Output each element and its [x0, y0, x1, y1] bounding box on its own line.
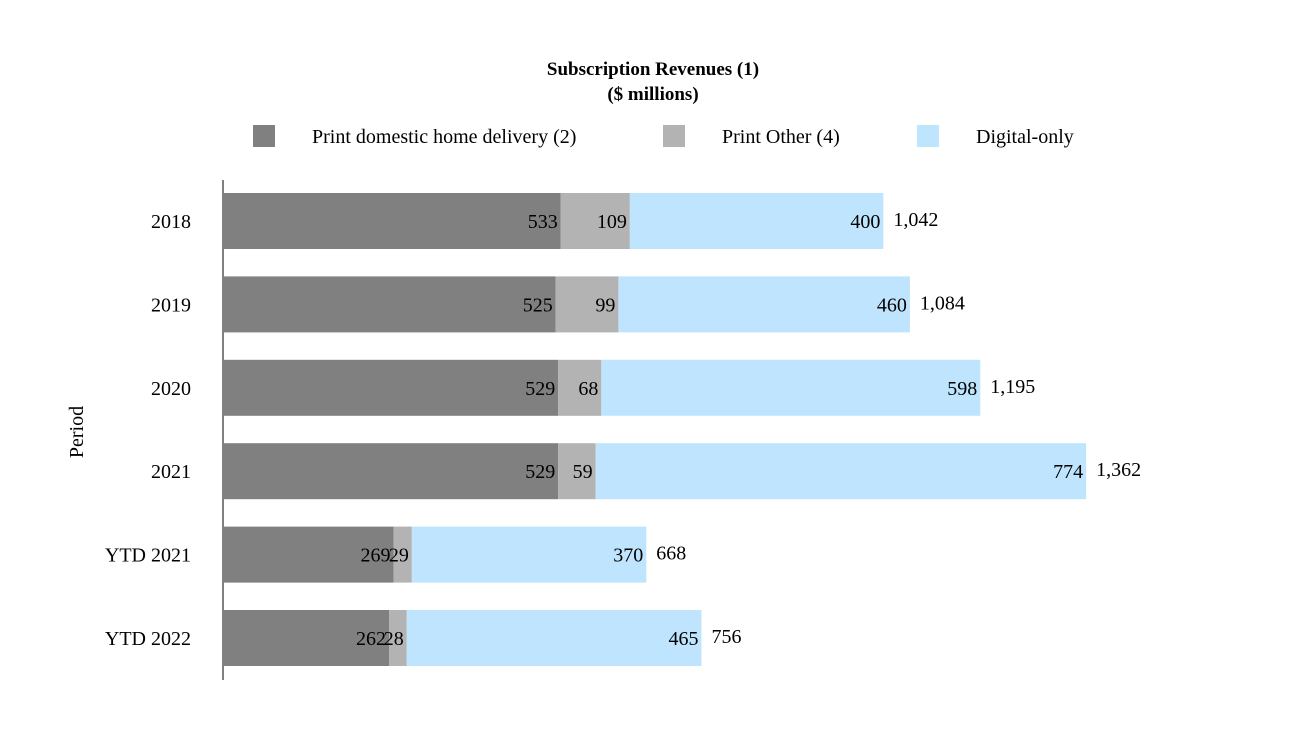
category-label: YTD 2022: [105, 628, 191, 650]
bars-group: 2018 533 109 400 1,042 2019 525 99 460 1,084 2020 5…: [105, 193, 1141, 666]
bar-segment: [618, 276, 910, 333]
bar-segment: [601, 359, 981, 416]
chart-title: Subscription Revenues (1): [547, 59, 759, 80]
bar-value-label: 400: [850, 211, 880, 233]
bar-value-label: 598: [947, 378, 977, 400]
bar-segment: [223, 276, 556, 333]
bar-value-label: 262: [356, 628, 386, 650]
legend-swatch-digital-only: [917, 125, 939, 147]
bar-segment: [555, 276, 619, 333]
category-label: 2018: [151, 211, 191, 233]
bar-segment: [629, 193, 884, 249]
category-label: YTD 2021: [105, 545, 191, 567]
chart-subtitle: ($ millions): [607, 84, 698, 105]
bar-value-label: 774: [1053, 461, 1083, 483]
bar-segment: [223, 526, 394, 583]
bar-segment: [558, 443, 596, 500]
bar-segment: [223, 443, 559, 500]
bar-value-label: 28: [384, 628, 404, 650]
bar-value-label: 269: [360, 545, 390, 567]
bar-value-label: 533: [528, 211, 558, 233]
bar-total-label: 1,084: [920, 292, 965, 314]
bar-segment: [406, 610, 702, 666]
bar-value-label: 529: [525, 378, 555, 400]
bar-segment: [595, 443, 1087, 500]
bar-total-label: 1,362: [1096, 459, 1141, 481]
bar-segment: [389, 610, 407, 666]
bar-segment: [393, 526, 412, 583]
legend-label-print-other: Print Other (4): [722, 126, 840, 148]
category-label: 2019: [151, 294, 191, 316]
category-label: 2021: [151, 461, 191, 483]
bar-segment: [223, 359, 559, 416]
legend-swatch-print-home-delivery: [253, 125, 275, 147]
y-axis-title: Period: [66, 406, 88, 458]
bar-value-label: 370: [613, 545, 643, 567]
bar-total-label: 1,042: [893, 209, 938, 231]
bar-value-label: 68: [578, 378, 598, 400]
bar-total-label: 756: [711, 626, 741, 648]
bar-value-label: 465: [668, 628, 698, 650]
bar-total-label: 668: [656, 543, 686, 565]
bar-value-label: 59: [573, 461, 593, 483]
legend-label-print-home-delivery: Print domestic home delivery (2): [312, 126, 576, 148]
bar-value-label: 99: [595, 294, 615, 316]
bar-segment: [560, 193, 630, 249]
bar-segment: [223, 193, 561, 249]
legend-label-digital-only: Digital-only: [976, 126, 1074, 148]
bar-total-label: 1,195: [990, 376, 1035, 398]
category-label: 2020: [151, 378, 191, 400]
bar-value-label: 529: [525, 461, 555, 483]
legend: Print domestic home delivery (2) Print O…: [253, 125, 1074, 148]
bar-value-label: 460: [877, 294, 907, 316]
legend-swatch-print-other: [663, 125, 685, 147]
bar-value-label: 109: [597, 211, 627, 233]
bar-segment: [411, 526, 647, 583]
bar-value-label: 525: [523, 294, 553, 316]
bar-value-label: 29: [389, 545, 409, 567]
bar-segment: [558, 359, 602, 416]
bar-segment: [223, 610, 390, 666]
